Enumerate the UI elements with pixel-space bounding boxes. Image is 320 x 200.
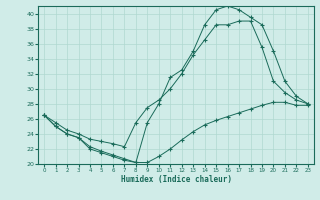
X-axis label: Humidex (Indice chaleur): Humidex (Indice chaleur) [121,175,231,184]
